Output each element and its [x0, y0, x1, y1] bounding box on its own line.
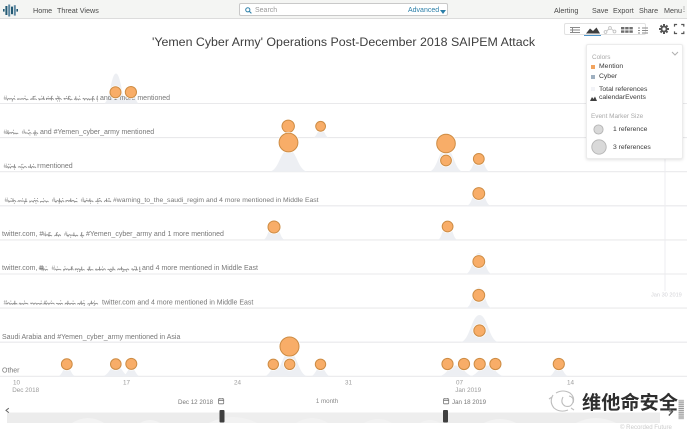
svg-text:#: # [4, 129, 8, 136]
svg-text:#: # [81, 197, 85, 204]
svg-text:Dec 2018: Dec 2018 [12, 387, 39, 394]
svg-text:07: 07 [456, 380, 464, 387]
svg-text:twitter.com, #: twitter.com, # [2, 231, 43, 238]
svg-text:twitter.com and 4 more mention: twitter.com and 4 more mentioned in Midd… [102, 299, 253, 306]
svg-text:Jan 2019: Jan 2019 [455, 387, 481, 394]
svg-text:#: # [39, 265, 43, 272]
svg-text:#: # [64, 231, 68, 238]
svg-text:1 month: 1 month [316, 398, 339, 405]
svg-text:© Recorded Future: © Recorded Future [620, 424, 673, 431]
svg-text:#: # [52, 197, 56, 204]
svg-text:and 1 more mentioned: and 1 more mentioned [100, 95, 170, 102]
svg-text:31: 31 [345, 380, 353, 387]
svg-text:10: 10 [13, 380, 21, 387]
svg-text:Saudi Arabia and #Yemen_cyber_: Saudi Arabia and #Yemen_cyber_army menti… [2, 334, 180, 341]
svg-text:#warning_to_the_saudi_regim an: #warning_to_the_saudi_regim and 4 more m… [113, 197, 319, 204]
svg-text:and 4 more mentioned in Middle: and 4 more mentioned in Middle East [142, 265, 258, 272]
svg-text:Jan 18 2019: Jan 18 2019 [452, 399, 487, 406]
svg-text:17: 17 [123, 380, 131, 387]
svg-text:#: # [43, 231, 47, 238]
svg-text:#: # [52, 265, 56, 272]
svg-text:twitter.com, #: twitter.com, # [2, 265, 43, 272]
svg-text:#: # [5, 197, 9, 204]
svg-text:14: 14 [567, 380, 575, 387]
svg-text:Dec 12 2018: Dec 12 2018 [178, 399, 214, 406]
svg-text:#: # [4, 95, 8, 102]
svg-text:mentioned: mentioned [40, 163, 73, 170]
svg-text:Other: Other [2, 368, 20, 375]
svg-text:and #Yemen_cyber_army mentione: and #Yemen_cyber_army mentioned [40, 129, 154, 136]
svg-text:#: # [4, 299, 8, 306]
svg-text:Jan 30 2019: Jan 30 2019 [651, 293, 682, 299]
svg-text:#: # [22, 129, 26, 136]
svg-text:#: # [4, 163, 8, 170]
svg-text:24: 24 [234, 380, 242, 387]
svg-text:#Yemen_cyber_army and 1 more m: #Yemen_cyber_army and 1 more mentioned [86, 231, 224, 238]
